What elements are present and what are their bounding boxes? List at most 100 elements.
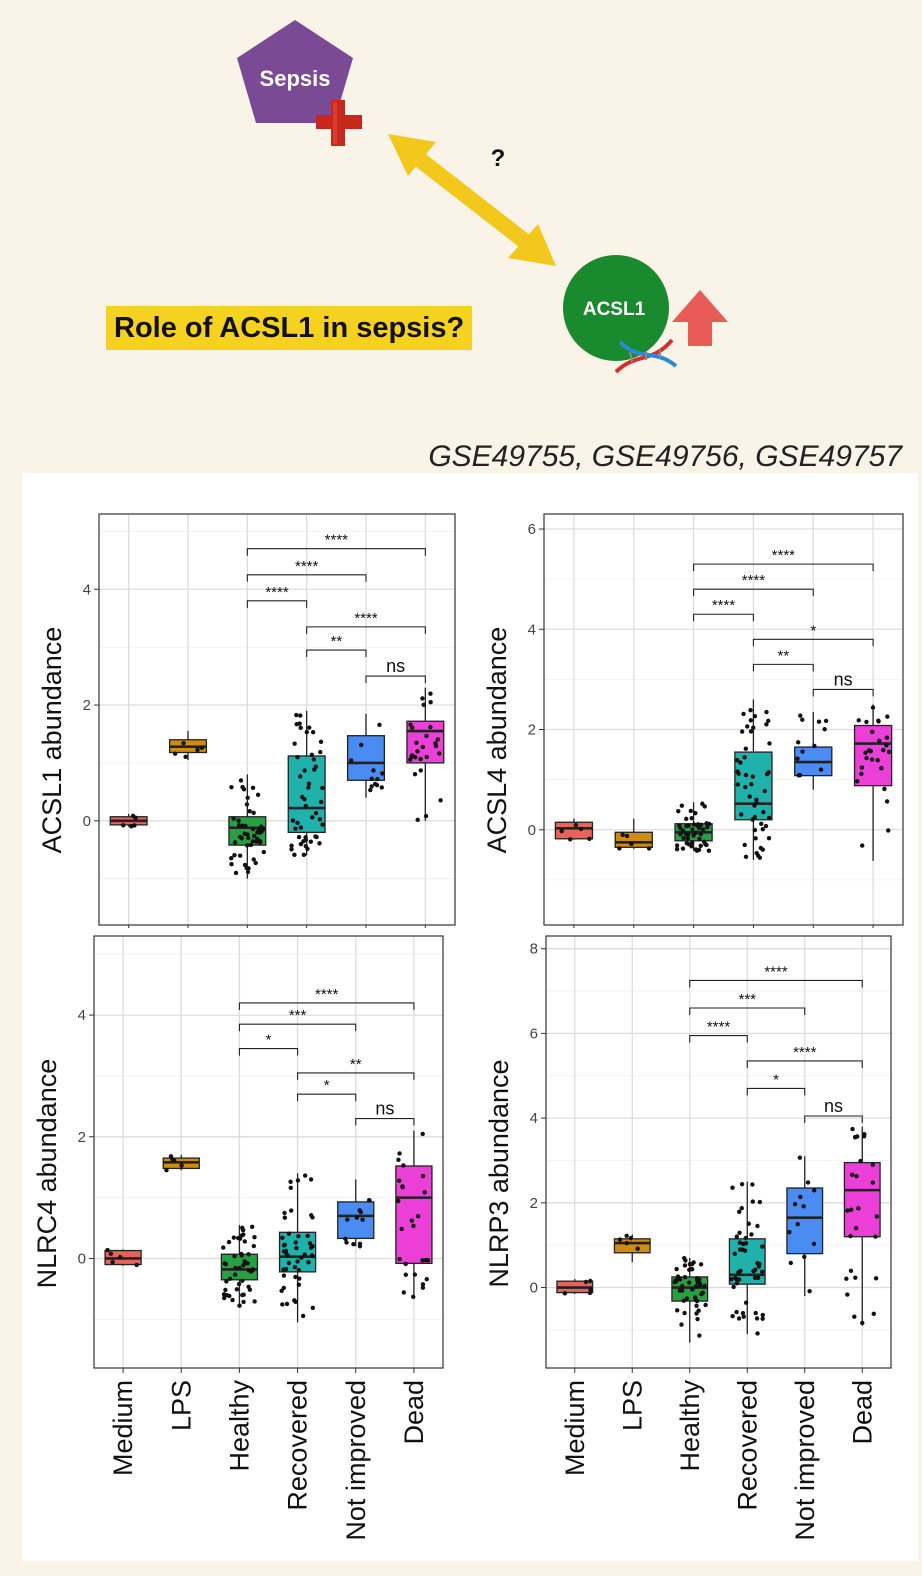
data-point — [691, 833, 696, 838]
data-point — [344, 1240, 349, 1245]
significance-label: ns — [375, 1099, 394, 1119]
data-point — [170, 1157, 175, 1162]
data-point — [318, 799, 324, 805]
data-point — [754, 1316, 760, 1321]
data-point — [241, 1292, 246, 1297]
data-point — [403, 1261, 408, 1267]
data-point — [750, 1199, 755, 1204]
data-point — [118, 1254, 123, 1260]
data-point — [433, 743, 439, 749]
data-point — [359, 742, 364, 748]
data-point — [221, 1245, 226, 1250]
data-point — [748, 718, 754, 723]
data-point — [313, 810, 319, 816]
data-point — [280, 1302, 285, 1307]
data-point — [740, 1310, 746, 1316]
box-medium — [104, 1247, 142, 1268]
data-point — [679, 1322, 684, 1327]
significance-label: ns — [834, 669, 853, 689]
box-dead — [395, 1130, 433, 1299]
data-point — [680, 1288, 685, 1293]
data-point — [295, 820, 300, 826]
x-tick-label-recovered: Recovered — [732, 1380, 762, 1511]
data-point — [702, 1283, 707, 1289]
data-point — [697, 1281, 703, 1286]
significance-bracket-recovered-not-improved: ** — [306, 633, 367, 658]
data-point — [853, 1275, 858, 1280]
significance-label: * — [810, 622, 816, 639]
significance-label: * — [266, 1032, 272, 1049]
data-point — [733, 1275, 738, 1280]
data-point — [232, 1253, 237, 1259]
data-point — [295, 1259, 300, 1264]
data-point — [755, 1260, 760, 1266]
data-point — [764, 771, 770, 777]
data-point — [293, 1274, 298, 1280]
data-point — [229, 856, 234, 861]
data-point — [424, 754, 429, 760]
data-point — [317, 817, 323, 822]
significance-bracket-recovered-not-improved: * — [746, 1071, 806, 1096]
data-point — [307, 725, 312, 730]
box-recovered — [278, 1173, 317, 1323]
data-point — [684, 816, 689, 822]
data-point — [237, 1303, 242, 1308]
data-point — [303, 837, 309, 843]
data-point — [749, 782, 754, 787]
data-point — [105, 1247, 110, 1253]
data-point — [688, 808, 694, 814]
box-iqr — [786, 1187, 824, 1255]
data-point — [682, 1255, 687, 1261]
data-point — [877, 738, 882, 743]
box-iqr — [337, 1201, 375, 1240]
data-point — [231, 816, 236, 821]
data-point — [743, 1300, 749, 1305]
data-point — [698, 843, 703, 849]
data-point — [702, 804, 707, 809]
data-point — [367, 1198, 372, 1203]
y-tick-label: 2 — [78, 1129, 86, 1146]
significance-label: ns — [386, 656, 405, 676]
data-point — [816, 719, 822, 724]
data-point — [232, 852, 237, 858]
data-point — [293, 1240, 298, 1245]
significance-label: *** — [738, 991, 756, 1008]
data-point — [298, 774, 303, 779]
y-tick-label: 4 — [528, 621, 536, 638]
box-recovered — [728, 1181, 766, 1336]
data-point — [751, 725, 756, 730]
data-point — [298, 825, 304, 830]
data-point — [318, 739, 324, 745]
data-point — [418, 768, 423, 773]
data-point — [240, 1278, 245, 1284]
data-point — [420, 1173, 426, 1179]
x-tick-label-medium: Medium — [560, 1380, 590, 1476]
question-banner: Role of ACSL1 in sepsis? — [106, 306, 473, 350]
data-point — [343, 1236, 348, 1242]
data-point — [309, 1213, 314, 1218]
data-point — [750, 1182, 755, 1187]
data-point — [420, 1282, 426, 1287]
data-point — [282, 1210, 287, 1216]
data-point — [748, 708, 753, 713]
data-point — [795, 1222, 800, 1227]
data-point — [862, 1131, 867, 1137]
data-point — [251, 1243, 257, 1249]
significance-bracket-recovered-dead: **** — [746, 1044, 863, 1068]
data-point — [134, 1262, 139, 1268]
significance-label: **** — [793, 1044, 817, 1061]
data-point — [396, 1198, 401, 1204]
box-healthy — [228, 774, 267, 879]
data-point — [292, 741, 297, 746]
data-point — [680, 828, 686, 833]
data-point — [870, 1162, 876, 1167]
data-point — [253, 860, 258, 866]
question-mark: ? — [491, 145, 506, 172]
data-point — [766, 815, 772, 821]
data-point — [693, 1284, 699, 1289]
significance-bracket-healthy-recovered: **** — [693, 597, 754, 622]
data-point — [681, 835, 686, 841]
data-point — [864, 719, 869, 725]
data-point — [396, 1157, 401, 1163]
